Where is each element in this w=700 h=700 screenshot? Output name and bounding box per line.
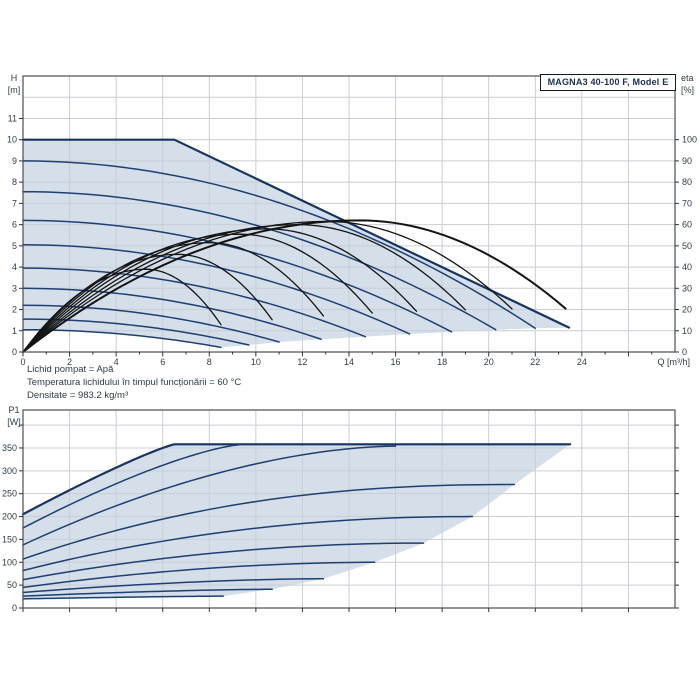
axis-label: 24	[577, 357, 587, 367]
efficiency-curve	[22, 219, 567, 353]
axis-label: 16	[391, 357, 401, 367]
power-curve	[21, 443, 572, 516]
axis-label: 3	[12, 283, 17, 293]
power-curve	[22, 515, 474, 572]
axis-label: 10	[7, 135, 17, 145]
axis-label: 250	[2, 489, 17, 499]
axis-label: 80	[682, 177, 692, 187]
axis-label: 4	[114, 357, 119, 367]
liquid-notes: Lichid pompat = Apă Temperatura lichidul…	[27, 363, 241, 402]
head-flow-chart: 0 2 4 6 8 10 12 14 16 18 20 22 24 Q [m³/h]01234567891…	[7, 73, 697, 367]
axis-label: 60	[682, 220, 692, 230]
axis-label: 50	[682, 241, 692, 251]
axis-label: 0	[20, 357, 25, 367]
axis-label: 300	[2, 466, 17, 476]
note-pumped-liquid: Lichid pompat = Apă	[27, 364, 114, 375]
pump-curve	[22, 267, 367, 338]
power-curve	[22, 577, 325, 594]
axis-label: Q [m³/h]	[657, 357, 690, 367]
efficiency-curve	[22, 253, 273, 353]
axis-label: 22	[530, 357, 540, 367]
operating-region	[23, 139, 570, 348]
axis-label: 90	[682, 156, 692, 166]
pump-model-title: MAGNA3 40-100 F, Model E	[547, 77, 669, 87]
axis-label: 6	[160, 357, 165, 367]
axis-label: 8	[207, 357, 212, 367]
axis-label: 100	[2, 557, 17, 567]
axis-label: [W]	[7, 417, 21, 427]
axis-label: 40	[682, 262, 692, 272]
pump-curve	[22, 160, 537, 329]
axis-label: P1	[8, 405, 19, 415]
axis-label: 20	[484, 357, 494, 367]
power-curve	[22, 483, 516, 560]
axis-label: 10	[251, 357, 261, 367]
pump-curve	[22, 328, 222, 349]
axis-label: 5	[12, 241, 17, 251]
axis-label: 2	[12, 305, 17, 315]
note-density: Densitate = 983.2 kg/m³	[27, 390, 129, 401]
axis-label: 9	[12, 156, 17, 166]
axis-label: [m]	[8, 85, 21, 95]
axis-label: H	[11, 73, 18, 83]
pump-curve	[22, 287, 322, 341]
axis-label: 70	[682, 198, 692, 208]
pump-model-title-box: MAGNA3 40-100 F, Model E	[540, 74, 676, 91]
axis-label: 20	[682, 305, 692, 315]
axis-label: 8	[12, 177, 17, 187]
axis-label: 10	[682, 326, 692, 336]
max-speed-curve	[21, 138, 571, 329]
axis-label: 150	[2, 534, 17, 544]
efficiency-curve	[22, 268, 222, 353]
axis-label: 6	[12, 220, 17, 230]
axis-label: 50	[7, 580, 17, 590]
power-curve	[22, 445, 397, 546]
axis-label: 4	[12, 262, 17, 272]
axis-label: [%]	[681, 85, 694, 95]
pump-curve	[22, 190, 497, 331]
power-curve	[22, 444, 241, 529]
axis-label: 2	[67, 357, 72, 367]
axis-label: 200	[2, 512, 17, 522]
pump-curve	[22, 244, 411, 335]
axis-label: 1	[12, 326, 17, 336]
axis-label: eta	[681, 73, 694, 83]
axis-label: 0	[682, 347, 687, 357]
axis-label: 0	[12, 347, 17, 357]
axis-label: 12	[297, 357, 307, 367]
power-region	[23, 444, 571, 599]
note-liquid-temperature: Temperatura lichidului în timpul funcțio…	[27, 377, 242, 388]
axis-label: 14	[344, 357, 354, 367]
axis-label: 350	[2, 443, 17, 453]
axis-label: 7	[12, 198, 17, 208]
power-curve	[22, 588, 273, 597]
axis-label: 100	[682, 135, 697, 145]
axis-label: 30	[682, 283, 692, 293]
axis-label: 18	[437, 357, 447, 367]
power-curve	[22, 595, 225, 600]
efficiency-curve	[22, 242, 325, 353]
efficiency-curve	[22, 233, 373, 353]
power-chart: 0 50 100 150 200 250 300 350 P1 [W]	[2, 405, 679, 613]
axis-label: 11	[8, 113, 17, 123]
pump-curve	[22, 219, 453, 333]
power-curve	[22, 542, 425, 581]
axis-label: 0	[12, 603, 17, 613]
power-curve	[22, 561, 376, 589]
efficiency-curve	[22, 228, 418, 353]
